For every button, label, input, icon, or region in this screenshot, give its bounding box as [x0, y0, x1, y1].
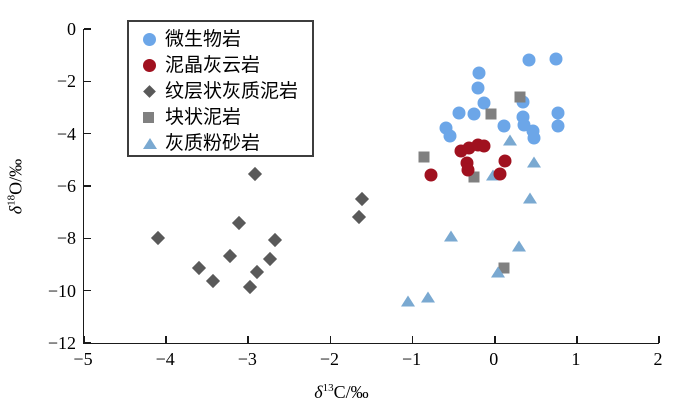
legend-item: 微生物岩	[143, 26, 241, 53]
data-point-triangle-series-5	[527, 156, 542, 168]
data-point-triangle-series-5	[491, 266, 505, 278]
data-point-circle-series-2	[477, 139, 491, 153]
y-tick	[84, 28, 91, 30]
square-marker-icon	[143, 112, 154, 123]
data-point-diamond-series-3	[267, 232, 282, 247]
data-point-circle-series-2	[493, 167, 507, 181]
legend-item: 灰质粉砂岩	[143, 130, 260, 157]
y-tick-label: −8	[56, 228, 76, 249]
x-tick	[247, 336, 250, 343]
legend-label: 微生物岩	[165, 29, 242, 50]
data-point-triangle-series-5	[444, 230, 459, 242]
y-tick-label: 0	[67, 19, 76, 39]
y-tick	[84, 237, 91, 240]
x-axis-label-delta: δ	[314, 382, 323, 402]
data-point-circle-series-1	[527, 131, 541, 145]
y-tick-label: −2	[56, 71, 76, 92]
data-point-circle-series-1	[471, 81, 485, 95]
y-tick-label: −12	[47, 333, 76, 353]
data-point-square-series-4	[514, 91, 526, 103]
data-point-square-series-4	[418, 151, 430, 163]
x-axis-label: δ13C/‰	[0, 382, 683, 403]
circle-marker-icon	[143, 59, 156, 72]
legend-label: 泥晶灰云岩	[165, 55, 261, 76]
y-tick-label: −10	[47, 280, 76, 301]
x-tick-label: −5	[73, 349, 93, 369]
data-point-triangle-series-5	[421, 291, 436, 303]
legend-label: 块状泥岩	[165, 107, 242, 128]
x-tick-label: −4	[155, 349, 175, 369]
data-point-diamond-series-3	[247, 166, 262, 181]
data-point-circle-series-1	[452, 106, 466, 120]
x-tick-label: 0	[489, 349, 499, 369]
data-point-triangle-series-5	[523, 192, 538, 204]
data-point-triangle-series-5	[502, 134, 517, 146]
y-axis-label-delta: δ	[5, 205, 26, 215]
x-axis-label-superscript: 13	[322, 382, 334, 394]
data-point-diamond-series-3	[250, 264, 265, 279]
x-tick-label: −3	[237, 349, 257, 369]
legend-item: 泥晶灰云岩	[143, 52, 260, 79]
legend-item: 纹层状灰质泥岩	[143, 78, 298, 105]
y-tick-label: −4	[56, 123, 76, 144]
data-point-diamond-series-3	[262, 251, 277, 266]
data-point-triangle-series-5	[511, 240, 526, 252]
data-point-circle-series-1	[549, 52, 562, 66]
x-tick-label: −1	[401, 349, 422, 369]
data-point-diamond-series-3	[232, 215, 247, 230]
y-tick	[84, 185, 91, 187]
data-point-circle-series-1	[443, 129, 457, 143]
x-tick-label: 1	[571, 349, 581, 369]
y-tick	[84, 132, 91, 135]
x-tick	[658, 336, 660, 343]
x-tick	[576, 336, 578, 343]
x-axis-label-unit: C/‰	[333, 382, 369, 402]
y-axis-label-superscript: 18	[5, 194, 18, 206]
data-point-circle-series-2	[498, 154, 512, 168]
data-point-circle-series-1	[467, 107, 481, 121]
data-point-circle-series-1	[522, 53, 536, 67]
x-tick	[493, 336, 496, 343]
data-point-diamond-series-3	[352, 209, 367, 224]
data-point-circle-series-2	[424, 168, 438, 182]
data-point-diamond-series-3	[354, 191, 369, 206]
x-tick-label: 2	[653, 349, 663, 369]
plot-area	[83, 28, 660, 344]
data-point-diamond-series-3	[242, 279, 257, 294]
y-axis-label-unit: O/‰	[5, 158, 26, 195]
legend-label: 灰质粉砂岩	[165, 133, 261, 154]
x-tick	[411, 336, 414, 343]
data-point-circle-series-1	[551, 106, 565, 120]
data-point-circle-series-1	[551, 119, 565, 133]
legend: 微生物岩泥晶灰云岩纹层状灰质泥岩 块状泥岩灰质粉砂岩	[127, 20, 314, 157]
data-point-diamond-series-3	[223, 248, 238, 263]
data-point-diamond-series-3	[150, 230, 165, 245]
x-tick-label: −2	[319, 349, 339, 369]
data-point-triangle-series-5	[486, 169, 501, 181]
data-point-circle-series-1	[497, 119, 511, 133]
y-tick	[84, 80, 91, 83]
data-point-triangle-series-5	[400, 295, 415, 307]
data-point-diamond-series-3	[191, 260, 207, 275]
y-tick-label: −6	[56, 176, 76, 196]
data-point-circle-series-2	[461, 163, 475, 177]
data-point-square-series-4	[485, 108, 497, 120]
circle-marker-icon	[143, 33, 156, 46]
x-tick	[165, 336, 167, 343]
legend-label: 纹层状灰质泥岩	[165, 81, 299, 102]
data-point-diamond-series-3	[205, 273, 221, 288]
data-point-square-series-4	[468, 171, 480, 183]
y-tick	[84, 289, 91, 292]
data-point-circle-series-1	[477, 96, 491, 110]
x-tick	[83, 336, 85, 343]
x-tick	[329, 336, 332, 343]
legend-item: 块状泥岩	[143, 104, 241, 131]
diamond-marker-icon	[143, 85, 156, 98]
y-tick	[84, 342, 91, 344]
triangle-marker-icon	[143, 138, 157, 149]
data-point-circle-series-1	[472, 66, 486, 80]
